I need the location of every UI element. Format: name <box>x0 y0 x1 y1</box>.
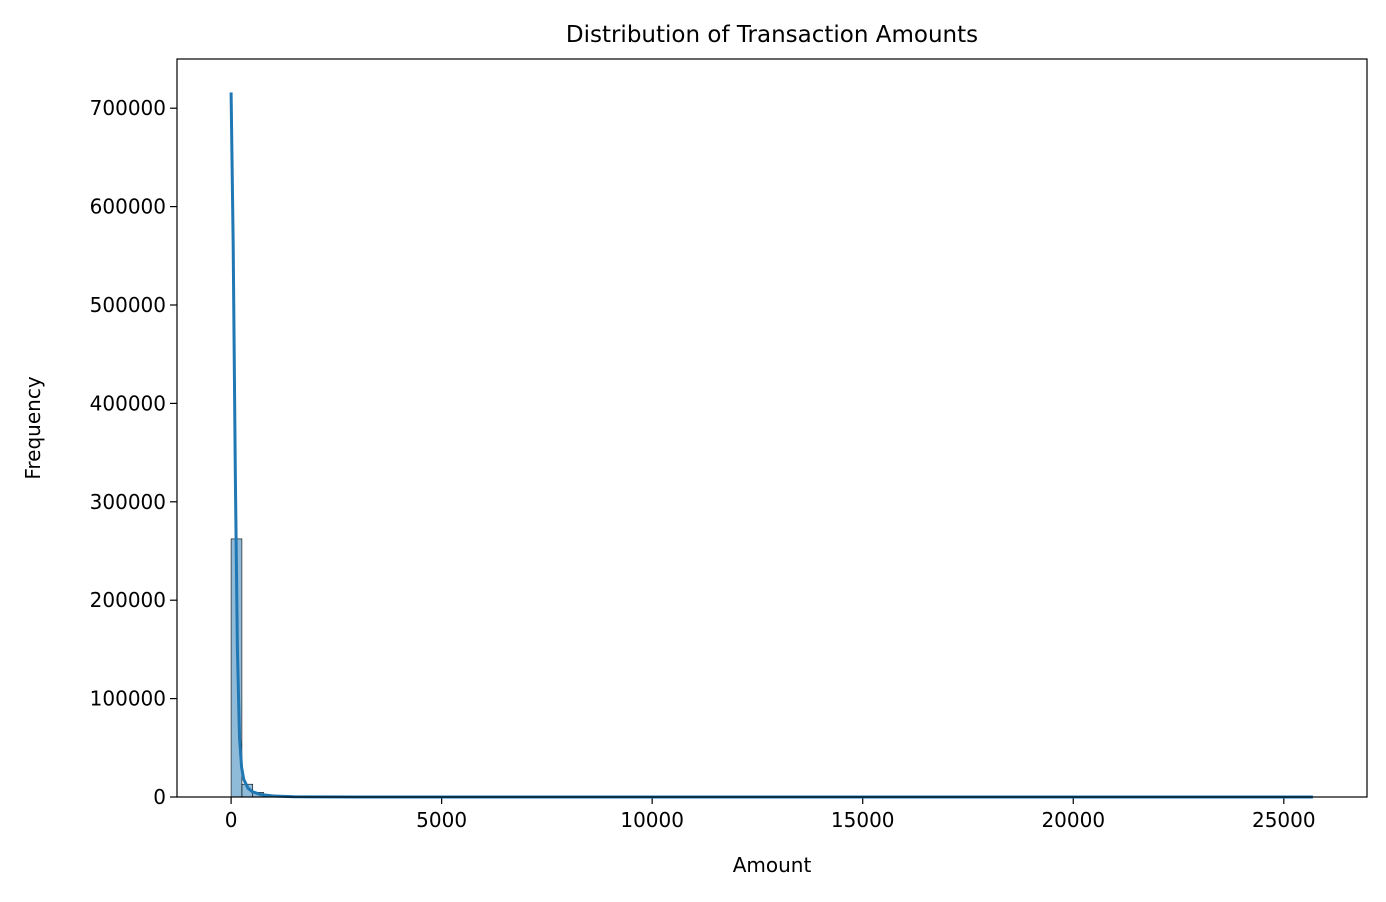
chart-title: Distribution of Transaction Amounts <box>566 22 978 48</box>
x-tick-label: 25000 <box>1252 808 1316 832</box>
kde-line <box>231 92 1313 797</box>
y-tick-label: 500000 <box>90 293 166 317</box>
y-tick-label: 700000 <box>90 96 166 120</box>
y-tick-label: 300000 <box>90 490 166 514</box>
y-tick-label: 600000 <box>90 195 166 219</box>
y-tick-label: 100000 <box>90 687 166 711</box>
x-tick-label: 0 <box>225 808 238 832</box>
y-tick-label: 200000 <box>90 588 166 612</box>
x-axis-label: Amount <box>733 853 812 877</box>
y-axis-label: Frequency <box>21 376 45 479</box>
x-tick-label: 10000 <box>620 808 684 832</box>
x-tick-label: 20000 <box>1041 808 1105 832</box>
x-tick-label: 15000 <box>831 808 895 832</box>
y-tick-label: 400000 <box>90 391 166 415</box>
y-tick-label: 0 <box>153 785 166 809</box>
x-tick-label: 5000 <box>416 808 467 832</box>
plot-frame <box>177 59 1367 797</box>
